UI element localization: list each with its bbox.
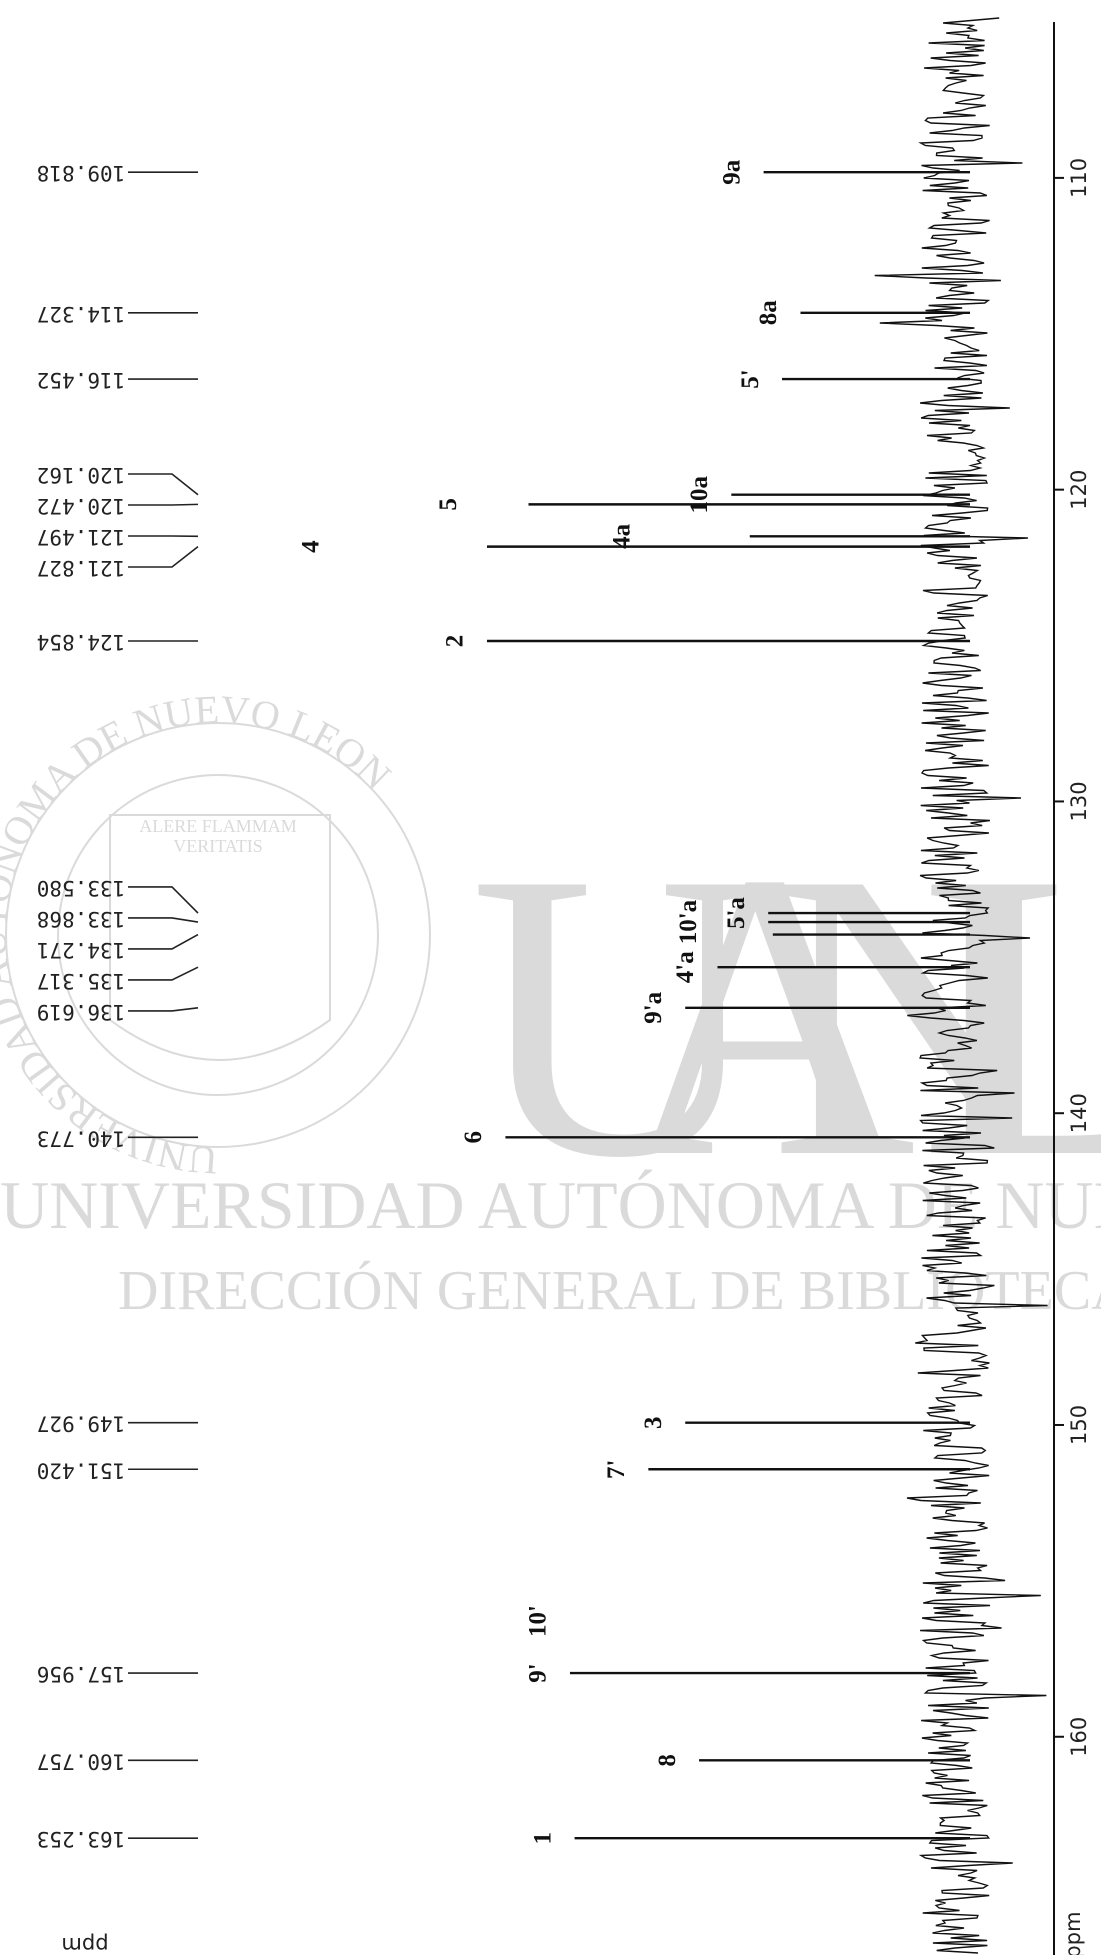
assignment: 9a [718, 159, 745, 185]
assignment: 3 [640, 1416, 667, 1429]
shift-label: 109.818 [37, 161, 126, 185]
assignment: 9' [525, 1663, 552, 1682]
watermark-line: UNIVERSIDAD AUTÓNOMA DE NUEVO LEÓN [0, 1167, 1101, 1243]
noise-trace [874, 17, 1048, 1954]
shift-label: 136.619 [37, 1000, 126, 1024]
shift-label: 135.317 [37, 969, 126, 993]
assignment: 10a [686, 475, 713, 513]
shift-label: 134.271 [37, 938, 126, 962]
assignment: 8a [755, 300, 782, 326]
assignment: 4'a [672, 951, 699, 983]
shift-label: 151.420 [37, 1458, 126, 1482]
assignment: 10' [525, 1605, 552, 1637]
shift-label: 120.472 [37, 494, 126, 518]
shift-label: 133.580 [37, 876, 126, 900]
shift-leader [128, 473, 199, 496]
shift-label: 124.854 [37, 630, 126, 654]
tick-label: 160 [1067, 1717, 1091, 1757]
seal-shield [109, 814, 331, 1061]
watermark-line: DIRECCIÓN GENERAL DE BIBLIOTECAS [118, 1259, 1101, 1322]
assignment: 7' [603, 1460, 630, 1479]
shift-label: 149.927 [37, 1412, 126, 1436]
seal-inner [57, 774, 379, 1096]
tick-label: 140 [1067, 1093, 1091, 1133]
watermark: UNIVERSIDAD AUTONOMA DE NUEVO LEON ALERE… [0, 687, 1101, 1322]
shift-leader [128, 503, 199, 506]
shift-label: 114.327 [37, 302, 126, 326]
shift-label: 116.452 [37, 368, 126, 392]
tick-label: 110 [1067, 158, 1091, 198]
assignment: 9'a [640, 991, 667, 1023]
shift-label: 120.162 [37, 463, 126, 487]
assignment: 5' [737, 369, 764, 388]
shift-leader [128, 545, 199, 568]
tick-label: 130 [1067, 781, 1091, 821]
shift-label: 140.773 [37, 1126, 126, 1150]
tick-label: 150 [1067, 1405, 1091, 1445]
shift-label: 163.253 [37, 1827, 126, 1851]
shift-leader [128, 917, 199, 923]
shift-label: 121.827 [37, 556, 126, 580]
axis-label: ppm [1061, 1911, 1085, 1955]
assignment: 6 [460, 1131, 487, 1144]
axis-label: ppm [61, 1933, 108, 1955]
seal-outer [5, 722, 431, 1148]
shift-leader [128, 966, 199, 981]
watermark-initials: UANL [470, 788, 1101, 1242]
shift-label: 160.757 [37, 1749, 126, 1773]
assignment: 4 [298, 540, 325, 553]
assignment: 5'a [723, 897, 750, 929]
shift-label: 121.497 [37, 525, 126, 549]
assignment: 10'a [675, 899, 702, 944]
shift-label: 157.956 [37, 1662, 126, 1686]
assignment: 8 [654, 1754, 681, 1767]
seal-motto: VERITATIS [173, 836, 263, 856]
assignment: 1 [529, 1832, 556, 1845]
shift-label: 133.868 [37, 907, 126, 931]
tick-label: 120 [1067, 470, 1091, 510]
shift-leader [128, 886, 199, 914]
seal-motto: ALERE FLAMMAM [139, 816, 297, 836]
assignment: 5 [435, 498, 462, 511]
assignment: 4a [609, 523, 636, 549]
shift-leader [128, 1007, 199, 1012]
shift-leader [128, 933, 199, 950]
assignment: 2 [442, 635, 469, 648]
